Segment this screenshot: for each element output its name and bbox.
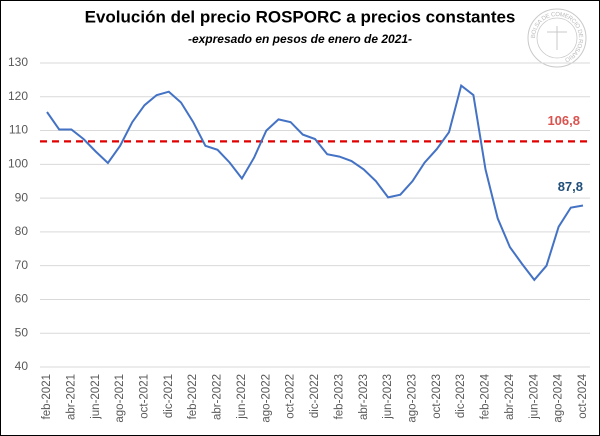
x-tick-label: dic-2023 bbox=[455, 374, 467, 418]
x-tick-label: jun-2024 bbox=[528, 373, 540, 419]
x-tick-label: oct-2023 bbox=[431, 374, 443, 419]
x-tick-label: jun-2023 bbox=[382, 374, 394, 420]
y-tick-label: 80 bbox=[15, 224, 29, 238]
reference-label: 106,8 bbox=[547, 113, 580, 128]
x-tick-label: ago-2022 bbox=[260, 374, 272, 423]
x-tick-label: feb-2023 bbox=[333, 374, 345, 419]
x-tick-label: feb-2022 bbox=[187, 374, 199, 419]
x-tick-label: abr-2023 bbox=[358, 374, 370, 420]
y-tick-label: 60 bbox=[15, 292, 29, 306]
x-tick-label: oct-2021 bbox=[138, 374, 150, 419]
x-tick-label: dic-2022 bbox=[309, 374, 321, 418]
y-tick-label: 120 bbox=[8, 89, 28, 103]
y-tick-label: 50 bbox=[15, 325, 29, 339]
y-tick-label: 40 bbox=[15, 359, 29, 373]
y-tick-label: 110 bbox=[9, 123, 28, 137]
x-tick-label: ago-2024 bbox=[553, 373, 565, 422]
y-tick-label: 130 bbox=[8, 55, 28, 69]
x-tick-label: feb-2024 bbox=[480, 373, 492, 419]
x-tick-label: abr-2022 bbox=[212, 374, 224, 420]
value-label: 87,8 bbox=[558, 179, 583, 194]
x-tick-label: feb-2021 bbox=[41, 374, 53, 419]
y-tick-label: 90 bbox=[15, 190, 29, 204]
x-tick-label: jun-2021 bbox=[90, 374, 102, 420]
x-tick-label: abr-2024 bbox=[504, 373, 516, 420]
logo: BOLSA DE COMERCIO DE ROSARIO bbox=[527, 8, 587, 68]
y-tick-label: 100 bbox=[8, 157, 28, 171]
x-tick-label: ago-2023 bbox=[406, 374, 418, 423]
line-series bbox=[46, 83, 584, 282]
chart-subtitle: -expresado en pesos de enero de 2021- bbox=[188, 32, 412, 46]
x-tick-label: jun-2022 bbox=[236, 374, 248, 420]
x-tick-label: abr-2021 bbox=[65, 374, 77, 420]
x-tick-label: dic-2021 bbox=[163, 374, 175, 418]
chart-title: Evolución del precio ROSPORC a precios c… bbox=[85, 7, 516, 26]
x-tick-label: oct-2024 bbox=[577, 373, 589, 418]
x-tick-label: ago-2021 bbox=[114, 374, 126, 423]
x-tick-label: oct-2022 bbox=[285, 374, 297, 419]
y-tick-label: 70 bbox=[15, 258, 29, 272]
